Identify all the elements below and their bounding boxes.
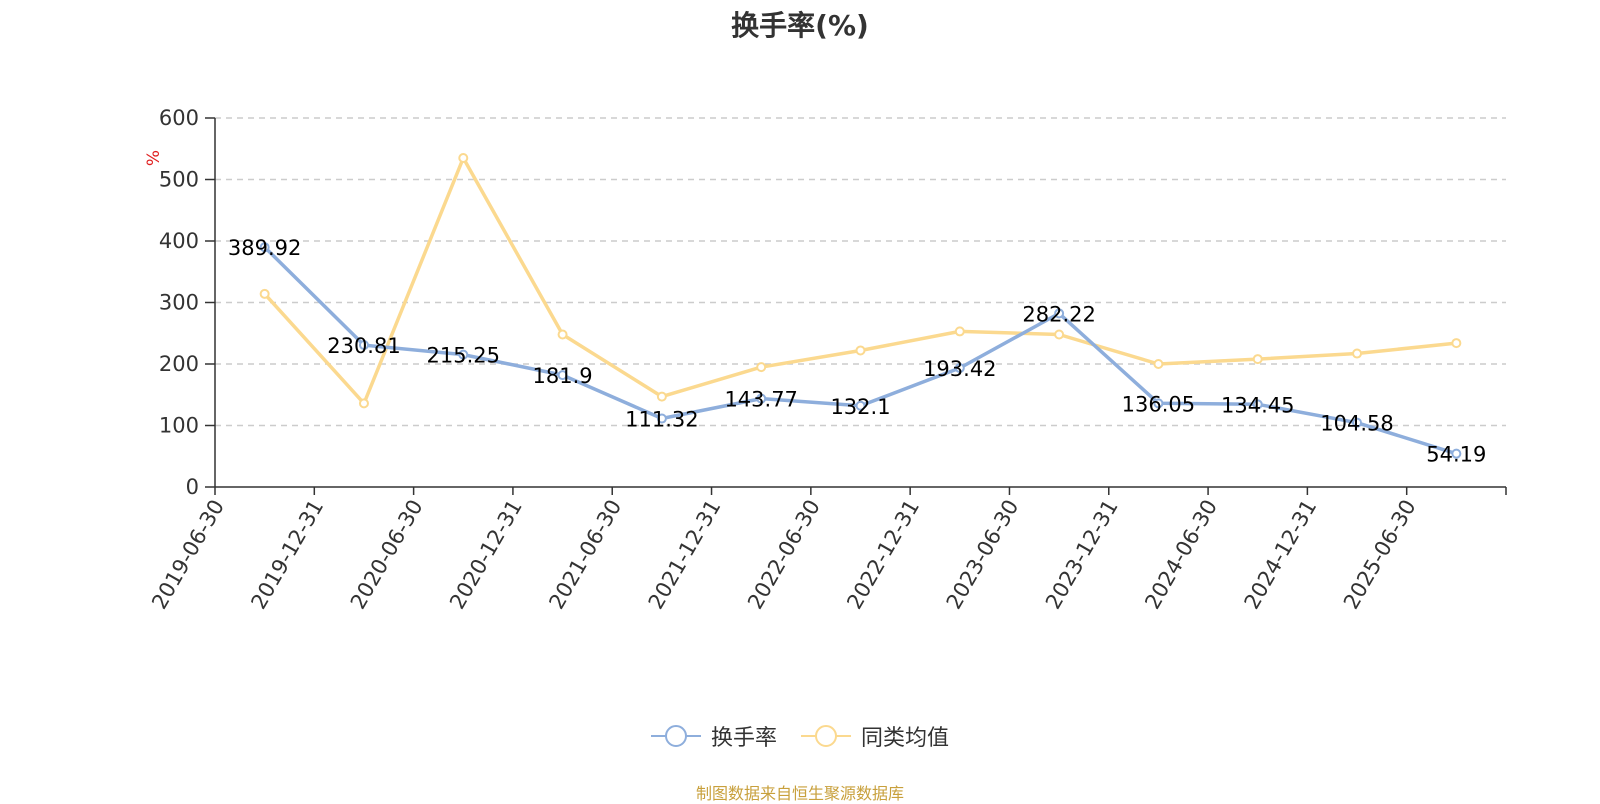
data-point	[1451, 448, 1462, 459]
y-tick-label: 200	[159, 352, 199, 376]
data-point	[1252, 354, 1263, 365]
data-point	[458, 152, 469, 163]
data-label: 230.81	[327, 334, 400, 358]
data-label: 132.1	[830, 395, 890, 419]
y-tick-label: 100	[159, 414, 199, 438]
data-point	[756, 393, 767, 404]
data-point	[855, 400, 866, 411]
x-tick-label: 2020-12-31	[445, 496, 527, 614]
x-tick-label: 2019-12-31	[246, 496, 328, 614]
chart-title: 换手率(%)	[731, 9, 869, 42]
legend-marker-icon	[650, 725, 701, 747]
data-point	[1352, 348, 1363, 359]
x-tick-label: 2022-12-31	[842, 495, 924, 613]
x-tick-label: 2023-12-31	[1041, 496, 1123, 614]
data-point	[1252, 399, 1263, 410]
data-point	[1153, 398, 1164, 409]
data-label: 111.32	[625, 408, 698, 432]
legend-label: 换手率	[710, 726, 777, 751]
legend-item-turnover[interactable]: 换手率	[650, 720, 777, 752]
y-tick-label: 500	[159, 168, 199, 192]
axes: 0 100 200 300 400 500 600% 2019-06-30 2019-12-31…	[144, 106, 1507, 614]
y-tick-label: 300	[159, 291, 199, 315]
source-note: 制图数据来自恒生聚源数据库	[695, 784, 904, 803]
data-point	[756, 362, 767, 373]
data-point	[1352, 417, 1363, 428]
grid-lines	[215, 117, 1506, 427]
x-tick-label: 2020-06-30	[346, 496, 428, 614]
data-point	[1153, 359, 1164, 369]
x-tick-label: 2023-06-30	[942, 496, 1024, 614]
data-point	[1054, 329, 1065, 340]
x-tick-label: 2021-12-31	[644, 496, 726, 614]
data-label: 282.22	[1022, 302, 1095, 326]
data-labels: 389.92 230.81 215.25 181.9 111.32 143.77 132.1…	[228, 236, 1486, 466]
data-label: 54.19	[1426, 443, 1486, 467]
data-point	[358, 398, 369, 409]
data-point	[855, 345, 866, 356]
legend-marker-icon	[801, 725, 851, 747]
data-point	[557, 329, 568, 340]
data-point	[656, 391, 667, 402]
data-point	[954, 363, 965, 374]
y-tick-label: 0	[186, 475, 199, 499]
y-tick-label: 600	[159, 106, 199, 130]
x-tick-label: 2022-06-30	[743, 496, 825, 614]
series	[259, 152, 1462, 459]
data-point	[557, 370, 568, 381]
y-axis-label: %	[144, 150, 164, 166]
data-label: 134.45	[1221, 393, 1294, 417]
x-tick-label: 2021-06-30	[544, 496, 626, 614]
legend-label: 同类均值	[861, 726, 950, 751]
data-label: 389.92	[228, 236, 301, 260]
data-point	[656, 413, 667, 424]
data-label: 181.9	[533, 364, 593, 388]
data-label: 136.05	[1122, 392, 1195, 416]
data-point	[259, 288, 270, 299]
data-label: 215.25	[427, 344, 500, 368]
data-point	[259, 242, 270, 253]
data-label: 104.58	[1320, 412, 1393, 436]
legend-item-peer-average[interactable]: 同类均值	[801, 720, 949, 752]
data-label: 193.42	[923, 357, 996, 381]
x-tick-label: 2024-12-31	[1240, 496, 1322, 614]
x-tick-label: 2025-06-30	[1339, 496, 1421, 614]
data-point	[954, 326, 965, 337]
x-tick-label: 2024-06-30	[1140, 496, 1222, 614]
data-point	[458, 349, 469, 360]
x-tick-label: 2019-06-30	[147, 496, 229, 614]
data-point	[358, 340, 369, 351]
data-label: 143.77	[724, 388, 797, 412]
data-point	[1451, 338, 1462, 349]
y-tick-label: 400	[159, 229, 199, 253]
legend: 换手率 同类均值	[0, 720, 1600, 752]
data-point	[1054, 308, 1065, 319]
